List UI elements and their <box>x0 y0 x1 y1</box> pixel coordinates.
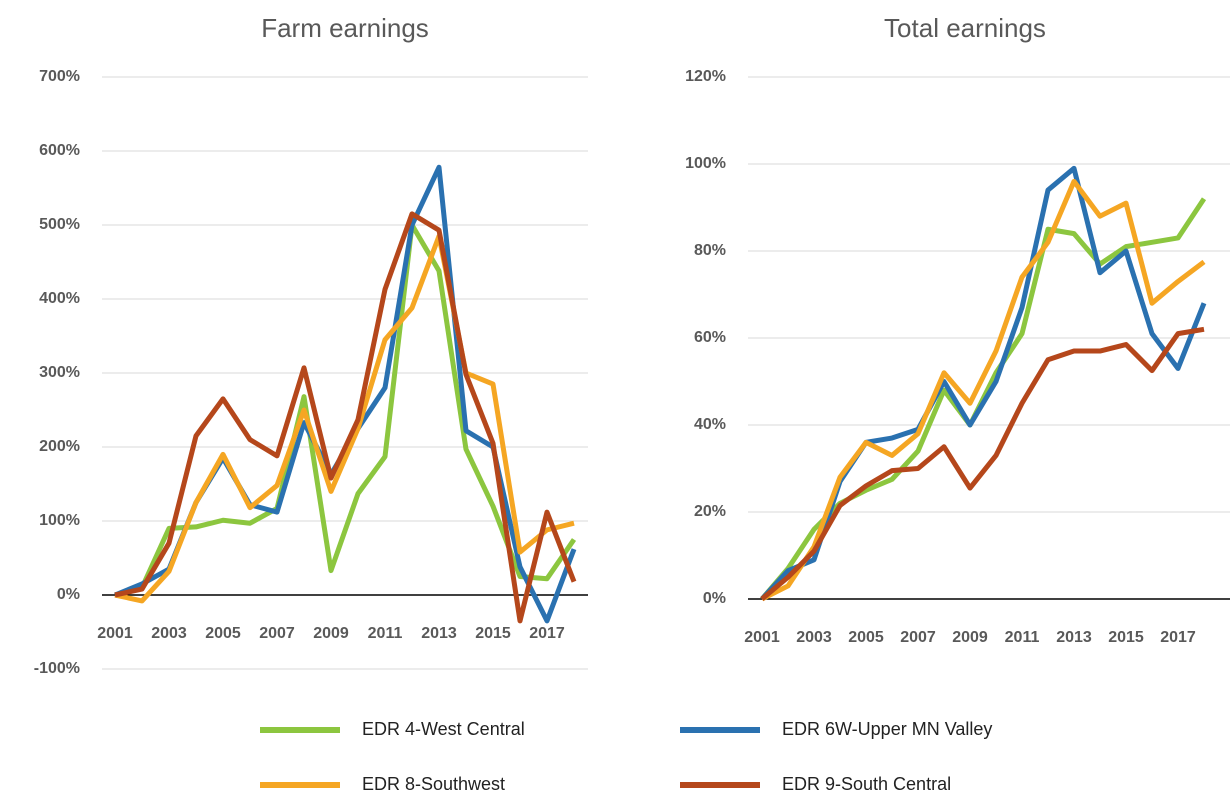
legend-label: EDR 9-South Central <box>782 774 951 794</box>
x-tick-label: 2007 <box>900 629 936 646</box>
x-tick-label: 2011 <box>1005 629 1040 646</box>
series-line <box>114 222 577 598</box>
y-tick-label: -100% <box>34 660 80 677</box>
series-line <box>760 178 1206 602</box>
y-tick-label: 0% <box>703 590 726 607</box>
chart-title: Farm earnings <box>261 13 429 43</box>
x-tick-label: 2017 <box>529 625 565 642</box>
y-tick-label: 700% <box>39 68 80 85</box>
y-tick-label: 0% <box>57 586 80 603</box>
x-tick-label: 2009 <box>313 625 349 642</box>
x-tick-label: 2005 <box>848 629 884 646</box>
y-tick-label: 600% <box>39 142 80 159</box>
y-tick-label: 40% <box>694 416 726 433</box>
x-tick-label: 2015 <box>1108 629 1144 646</box>
y-tick-label: 120% <box>685 68 726 85</box>
series-line <box>114 233 575 604</box>
x-tick-label: 2015 <box>475 625 511 642</box>
x-tick-label: 2003 <box>796 629 832 646</box>
x-tick-label: 2005 <box>205 625 241 642</box>
y-tick-label: 300% <box>39 364 80 381</box>
series-line <box>114 164 577 624</box>
legend-label: EDR 4-West Central <box>362 719 525 739</box>
x-tick-label: 2001 <box>97 625 133 642</box>
y-tick-label: 60% <box>694 329 726 346</box>
y-tick-label: 100% <box>39 512 80 529</box>
series-line <box>114 211 577 624</box>
x-tick-label: 2011 <box>368 625 403 642</box>
x-tick-label: 2001 <box>744 629 780 646</box>
x-tick-label: 2007 <box>259 625 295 642</box>
y-tick-label: 20% <box>694 503 726 520</box>
legend-label: EDR 6W-Upper MN Valley <box>782 719 992 739</box>
x-tick-label: 2003 <box>151 625 187 642</box>
y-tick-label: 100% <box>685 155 726 172</box>
legend-label: EDR 8-Southwest <box>362 774 505 794</box>
x-tick-label: 2009 <box>952 629 988 646</box>
series-line <box>760 165 1207 601</box>
x-tick-label: 2013 <box>421 625 457 642</box>
x-tick-label: 2017 <box>1160 629 1196 646</box>
y-tick-label: 80% <box>694 242 726 259</box>
y-tick-label: 500% <box>39 216 80 233</box>
y-tick-label: 200% <box>39 438 80 455</box>
chart-title: Total earnings <box>884 13 1046 43</box>
x-tick-label: 2013 <box>1056 629 1092 646</box>
y-tick-label: 400% <box>39 290 80 307</box>
series-line <box>760 326 1205 601</box>
